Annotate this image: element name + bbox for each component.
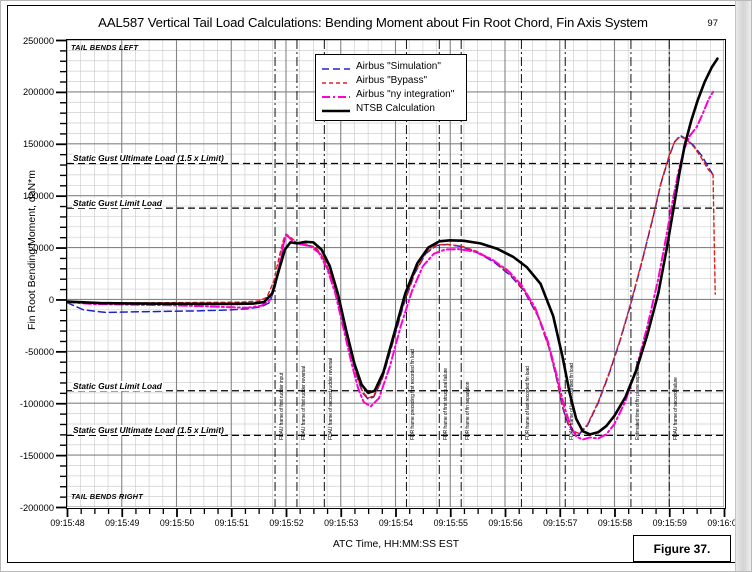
event-marker-label: FDR frame of fin separation <box>465 381 472 440</box>
data-layer <box>67 57 719 441</box>
chart-legend: Airbus "Simulation" Airbus "Bypass" Airb… <box>315 54 467 121</box>
x-tick-label: 09:15:52 <box>269 518 304 528</box>
reference-line-label: Static Gust Limit Load <box>72 380 163 391</box>
x-axis-tick-labels: 09:15:48 09:15:49 09:15:50 09:15:51 09:15:52… <box>50 508 742 530</box>
x-tick-label: 09:15:59 <box>652 518 687 528</box>
tail-bends-left-note: TAIL BENDS LEFT <box>71 43 139 52</box>
event-marker-label: FDR frame of last recorded fin load <box>525 366 532 440</box>
event-marker-label: FDAU frame of second rudder reversal <box>328 358 335 440</box>
tail-bends-right-note: TAIL BENDS RIGHT <box>71 492 143 501</box>
y-tick-label: 0 <box>48 294 54 305</box>
legend-key-bypass <box>321 75 351 85</box>
window-scrollbar[interactable] <box>735 1 751 571</box>
legend-item: Airbus "ny integration" <box>321 87 461 101</box>
y-tick-label: 150000 <box>22 139 54 150</box>
y-tick-label: 250000 <box>22 35 54 46</box>
x-tick-label: 09:15:57 <box>543 518 578 528</box>
x-tick-label: 09:15:49 <box>105 518 140 528</box>
x-axis-ticks <box>66 508 726 517</box>
legend-label-ny-integration: Airbus "ny integration" <box>356 88 455 100</box>
event-marker-label: Estimated time of fin plane separation <box>634 360 641 440</box>
legend-item: Airbus "Bypass" <box>321 73 461 87</box>
event-marker-label: FDAU frame of first rudder reversal <box>300 366 307 440</box>
legend-key-ny-integration <box>321 89 351 99</box>
x-tick-label: 09:15:50 <box>159 518 195 528</box>
event-marker-label: FDAU frame of first rudder input <box>279 372 286 440</box>
x-tick-label: 09:15:58 <box>597 518 633 528</box>
x-tick-label: 09:15:56 <box>488 518 523 528</box>
y-axis-title: Fin Root Bending Moment, daN*m <box>26 170 38 330</box>
x-tick-label: 09:16:00 <box>707 518 742 528</box>
legend-key-ntsb <box>321 103 351 113</box>
x-tick-label: 09:15:48 <box>50 518 85 528</box>
figure-caption-box: Figure 37. <box>633 535 731 562</box>
event-marker-label: FDAU frame of second failure <box>673 377 680 440</box>
legend-label-ntsb: NTSB Calculation <box>356 102 435 114</box>
legend-label-simulation: Airbus "Simulation" <box>356 60 441 72</box>
y-tick-label: -150000 <box>19 450 54 461</box>
y-tick-label: 50000 <box>28 243 54 254</box>
x-tick-label: 09:15:53 <box>324 518 359 528</box>
event-marker-label: FDAU frame of last recorded fin load <box>569 363 576 440</box>
legend-item: NTSB Calculation <box>321 101 461 115</box>
y-axis-ticks <box>56 39 66 509</box>
x-tick-label: 09:15:54 <box>378 518 414 528</box>
legend-item: Airbus "Simulation" <box>321 59 461 73</box>
figure-frame: AAL587 Vertical Tail Load Calculations: … <box>7 5 742 563</box>
reference-line-label: Static Gust Ultimate Load (1.5 x Limit) <box>72 425 225 436</box>
reference-line-label: Static Gust Ultimate Load (1.5 x Limit) <box>72 153 225 164</box>
legend-label-bypass: Airbus "Bypass" <box>356 74 428 86</box>
legend-key-simulation <box>321 61 351 71</box>
y-tick-label: -200000 <box>19 502 54 513</box>
event-marker-label: FDR frame preceding first recorded fin l… <box>410 349 417 440</box>
y-tick-label: 100000 <box>22 191 54 202</box>
x-tick-label: 09:15:55 <box>433 518 468 528</box>
y-tick-label: 200000 <box>22 87 54 98</box>
x-tick-label: 09:15:51 <box>214 518 249 528</box>
page-number: 97 <box>707 18 718 29</box>
y-axis-tick-labels: 250000 200000 150000 100000 50000 0 -50000 -100… <box>8 35 66 513</box>
x-axis-title: ATC Time, HH:MM:SS EST <box>332 539 460 550</box>
y-tick-label: -50000 <box>25 346 54 357</box>
y-tick-label: -100000 <box>19 398 54 409</box>
reference-line-label: Static Gust Limit Load <box>72 198 163 209</box>
event-marker-label: FDR frame of first structural failure <box>443 368 450 440</box>
page-title: AAL587 Vertical Tail Load Calculations: … <box>98 15 648 30</box>
